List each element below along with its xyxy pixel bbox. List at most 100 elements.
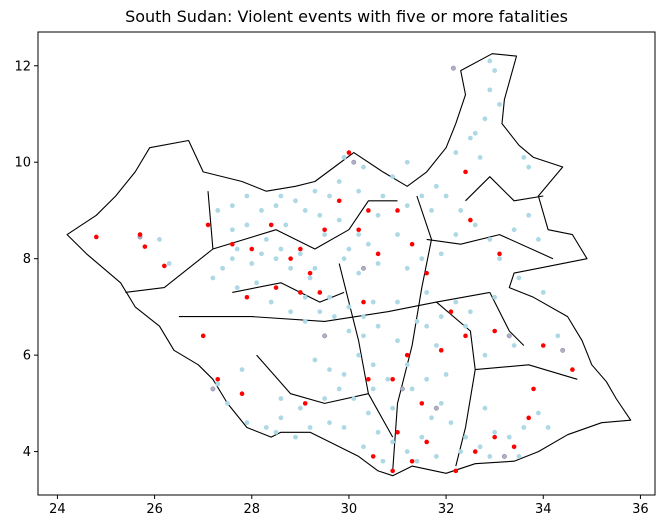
event-point-minor bbox=[322, 396, 328, 401]
event-point-major bbox=[302, 401, 308, 406]
event-point-minor bbox=[395, 338, 400, 344]
event-point-minor bbox=[477, 444, 483, 450]
event-point-minor bbox=[259, 208, 264, 213]
event-point-minor bbox=[375, 429, 381, 435]
event-point-minor bbox=[278, 396, 284, 401]
event-point-minor bbox=[302, 294, 308, 300]
county-boundary bbox=[489, 292, 525, 346]
event-point-minor bbox=[497, 101, 502, 107]
event-point-major bbox=[137, 232, 143, 237]
event-point-minor bbox=[482, 352, 488, 358]
event-point-major bbox=[162, 263, 167, 269]
event-point-minor bbox=[297, 405, 303, 411]
event-point-minor bbox=[511, 343, 517, 348]
event-point-minor bbox=[341, 372, 347, 377]
event-point-minor bbox=[390, 174, 396, 180]
event-point-minor bbox=[356, 232, 362, 237]
event-point-minor bbox=[157, 236, 162, 242]
event-point-minor bbox=[249, 261, 255, 266]
event-point-minor bbox=[463, 434, 468, 440]
event-point-minor bbox=[229, 203, 235, 209]
event-point-minor bbox=[341, 256, 347, 262]
event-point-minor bbox=[215, 208, 221, 213]
event-point-minor bbox=[322, 232, 328, 237]
country-outline bbox=[66, 53, 632, 477]
event-point-minor bbox=[497, 256, 502, 262]
event-point-minor bbox=[225, 400, 230, 406]
event-point-minor bbox=[487, 236, 493, 242]
event-point-minor bbox=[327, 420, 332, 426]
county-boundary bbox=[125, 191, 214, 293]
event-point-minor bbox=[341, 154, 347, 160]
event-point-minor bbox=[536, 236, 541, 242]
event-point-major bbox=[244, 294, 250, 300]
event-point-minor bbox=[356, 270, 362, 276]
event-point-major bbox=[424, 270, 429, 276]
event-point-minor bbox=[317, 212, 323, 218]
county-boundary bbox=[465, 176, 544, 202]
event-point-major bbox=[448, 309, 454, 315]
event-point-minor bbox=[244, 193, 250, 199]
event-point-major bbox=[298, 290, 303, 295]
event-point-minor bbox=[370, 386, 376, 392]
event-point-minor bbox=[239, 367, 245, 373]
event-point-minor bbox=[482, 405, 488, 411]
event-point-other bbox=[361, 265, 366, 271]
event-point-minor bbox=[293, 434, 298, 440]
event-point-minor bbox=[526, 212, 532, 218]
event-point-major bbox=[526, 415, 531, 421]
event-point-major bbox=[336, 198, 342, 204]
event-point-minor bbox=[341, 425, 347, 430]
event-point-minor bbox=[506, 434, 512, 440]
event-point-minor bbox=[229, 256, 235, 262]
event-point-minor bbox=[215, 381, 221, 387]
event-point-minor bbox=[472, 130, 478, 136]
event-point-other bbox=[399, 386, 405, 392]
event-point-minor bbox=[307, 425, 313, 430]
event-point-minor bbox=[555, 333, 561, 339]
event-point-minor bbox=[229, 227, 235, 233]
event-point-major bbox=[230, 241, 235, 247]
event-point-minor bbox=[453, 299, 459, 305]
event-point-major bbox=[366, 376, 371, 382]
event-point-minor bbox=[263, 236, 269, 242]
event-point-minor bbox=[419, 434, 425, 440]
event-point-major bbox=[200, 333, 206, 339]
event-point-major bbox=[268, 222, 274, 228]
event-point-minor bbox=[521, 154, 527, 160]
y-tick-label: 12 bbox=[14, 59, 31, 74]
event-point-minor bbox=[424, 323, 430, 329]
event-point-minor bbox=[526, 164, 532, 170]
event-point-minor bbox=[331, 314, 337, 319]
event-point-minor bbox=[433, 454, 439, 459]
event-point-other bbox=[560, 347, 566, 353]
event-point-minor bbox=[356, 352, 362, 358]
event-point-major bbox=[346, 150, 352, 155]
event-point-minor bbox=[317, 309, 323, 315]
event-point-minor bbox=[380, 458, 386, 464]
event-point-minor bbox=[370, 362, 376, 368]
event-point-major bbox=[472, 449, 478, 454]
event-point-major bbox=[93, 234, 99, 240]
event-point-minor bbox=[346, 328, 352, 334]
event-point-major bbox=[366, 208, 371, 213]
event-point-minor bbox=[404, 159, 410, 165]
event-point-minor bbox=[443, 193, 449, 199]
event-point-minor bbox=[312, 188, 318, 194]
event-point-other bbox=[322, 333, 328, 339]
event-point-minor bbox=[448, 420, 454, 426]
event-point-minor bbox=[492, 294, 498, 300]
event-point-minor bbox=[278, 246, 284, 252]
event-point-minor bbox=[463, 323, 468, 329]
event-point-major bbox=[531, 386, 536, 392]
event-point-minor bbox=[409, 386, 415, 392]
event-point-minor bbox=[511, 227, 517, 233]
event-point-minor bbox=[516, 454, 522, 459]
event-point-minor bbox=[472, 222, 478, 228]
event-point-minor bbox=[487, 454, 493, 459]
event-point-minor bbox=[404, 265, 410, 271]
event-point-major bbox=[404, 352, 410, 358]
event-point-minor bbox=[516, 275, 522, 281]
event-point-major bbox=[409, 241, 415, 247]
event-point-minor bbox=[385, 376, 391, 382]
